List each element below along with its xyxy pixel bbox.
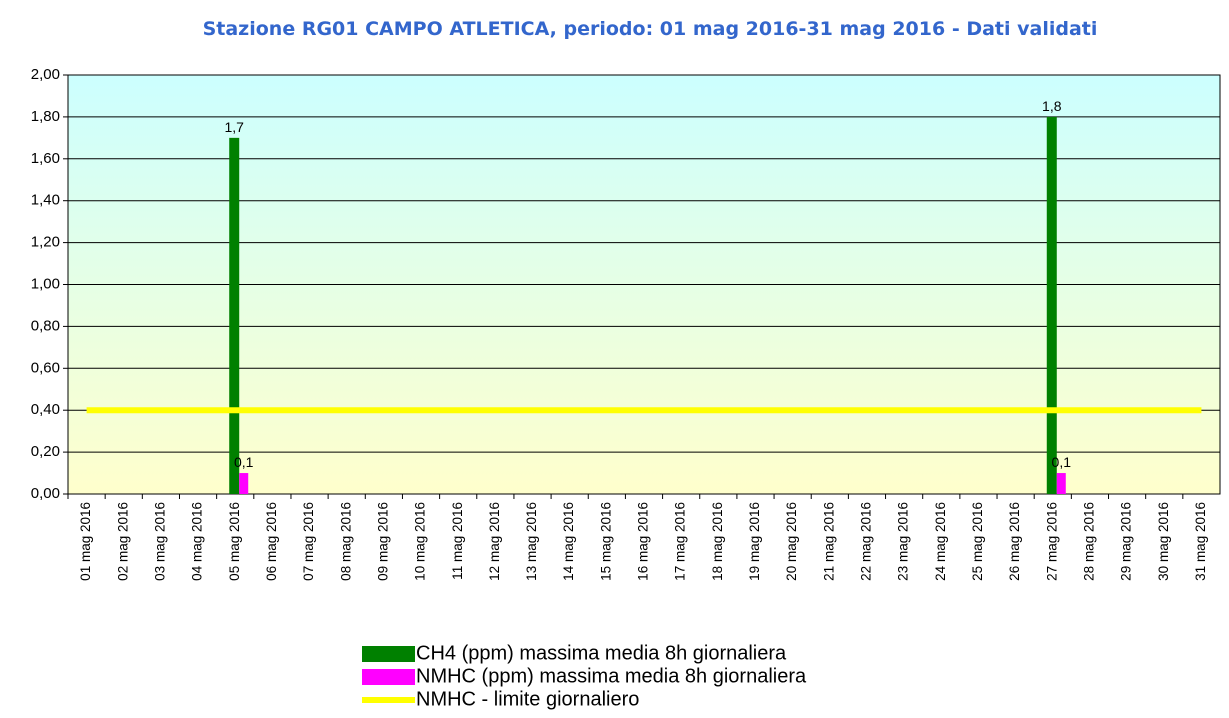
y-tick-label: 1,20	[31, 234, 60, 251]
bar	[1046, 116, 1057, 495]
data-label: 1,7	[224, 119, 244, 135]
x-tick-label: 30 mag 2016	[1156, 502, 1171, 581]
y-tick-label: 1,60	[31, 150, 60, 167]
plot-border	[67, 74, 1221, 495]
x-tick-label: 24 mag 2016	[933, 502, 948, 581]
legend-label: CH4 (ppm) massima media 8h giornaliera	[416, 642, 787, 664]
x-tick-label: 29 mag 2016	[1119, 502, 1134, 581]
x-tick-label: 11 mag 2016	[450, 502, 465, 580]
x-tick-label: 05 mag 2016	[227, 502, 242, 581]
x-tick-label: 07 mag 2016	[301, 502, 316, 581]
x-tick-label: 16 mag 2016	[636, 502, 651, 581]
legend-swatch	[362, 669, 415, 685]
x-tick-label: 22 mag 2016	[859, 502, 874, 581]
x-tick-label: 13 mag 2016	[524, 502, 539, 581]
x-tick-label: 27 mag 2016	[1044, 502, 1059, 581]
y-tick-label: 0,20	[31, 443, 60, 460]
y-tick-label: 1,40	[31, 192, 60, 209]
x-tick-label: 03 mag 2016	[152, 502, 167, 581]
x-tick-label: 04 mag 2016	[190, 502, 205, 581]
y-tick-label: 0,60	[31, 359, 60, 376]
legend-swatch	[362, 646, 415, 662]
x-tick-label: 25 mag 2016	[970, 502, 985, 581]
x-tick-label: 09 mag 2016	[375, 502, 390, 581]
x-tick-label: 02 mag 2016	[115, 502, 130, 581]
data-label: 0,1	[234, 454, 254, 470]
x-tick-label: 08 mag 2016	[338, 502, 353, 581]
chart-title: Stazione RG01 CAMPO ATLETICA, periodo: 0…	[203, 18, 1098, 40]
x-tick-label: 15 mag 2016	[598, 502, 613, 581]
x-tick-label: 23 mag 2016	[896, 502, 911, 581]
y-tick-label: 0,80	[31, 317, 60, 334]
x-tick-label: 18 mag 2016	[710, 502, 725, 581]
x-tick-label: 26 mag 2016	[1007, 502, 1022, 581]
legend-label: NMHC - limite giornaliero	[416, 688, 639, 710]
x-tick-label: 28 mag 2016	[1081, 502, 1096, 581]
x-tick-label: 10 mag 2016	[413, 502, 428, 581]
x-tick-label: 12 mag 2016	[487, 502, 502, 581]
bar	[1056, 473, 1066, 494]
bar	[229, 137, 240, 494]
x-tick-label: 17 mag 2016	[673, 502, 688, 581]
y-tick-label: 1,00	[31, 275, 60, 292]
y-tick-label: 2,00	[31, 66, 60, 83]
x-tick-label: 20 mag 2016	[784, 502, 799, 581]
y-tick-label: 0,00	[31, 485, 60, 502]
bar	[239, 473, 249, 494]
legend-label: NMHC (ppm) massima media 8h giornaliera	[416, 665, 807, 687]
data-label: 1,8	[1042, 98, 1062, 114]
x-tick-label: 31 mag 2016	[1193, 502, 1208, 581]
x-tick-label: 19 mag 2016	[747, 502, 762, 581]
data-label: 0,1	[1052, 454, 1072, 470]
y-tick-label: 1,80	[31, 108, 60, 125]
x-tick-label: 06 mag 2016	[264, 502, 279, 581]
x-tick-label: 21 mag 2016	[821, 502, 836, 581]
y-tick-label: 0,40	[31, 401, 60, 418]
x-tick-label: 01 mag 2016	[78, 502, 93, 581]
x-tick-label: 14 mag 2016	[561, 502, 576, 581]
